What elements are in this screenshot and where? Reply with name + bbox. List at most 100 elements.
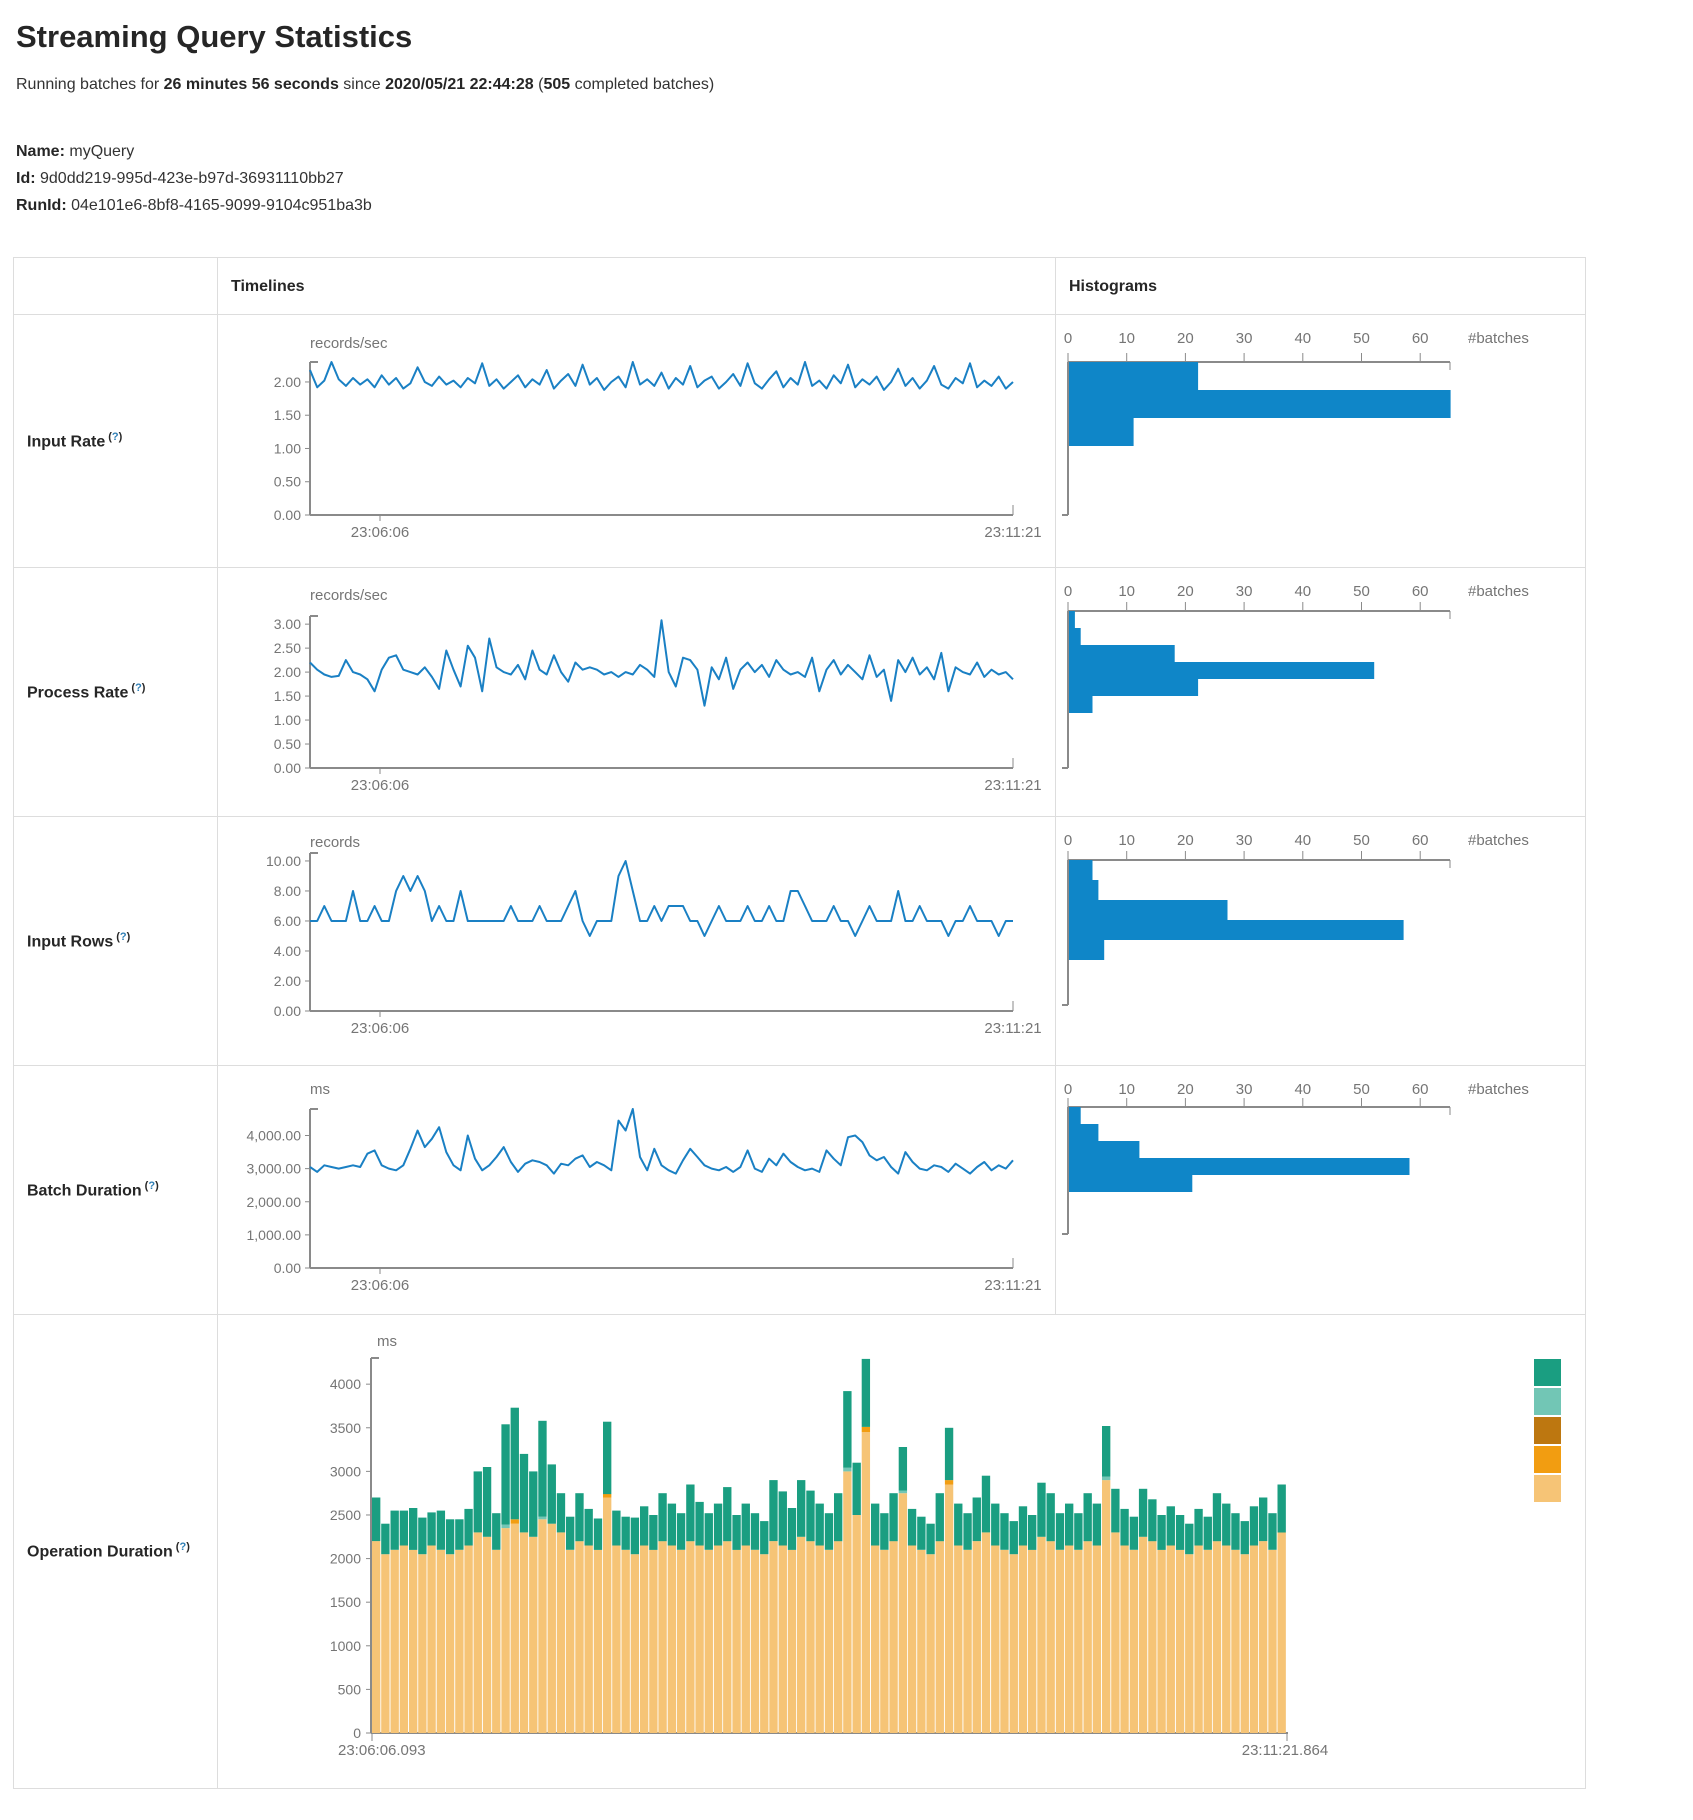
svg-text:2.00: 2.00 xyxy=(274,664,301,680)
svg-text:1.00: 1.00 xyxy=(274,712,301,728)
table-header-row: Timelines Histograms xyxy=(13,257,1586,316)
id-value: 9d0dd219-995d-423e-b97d-36931110bb27 xyxy=(40,170,344,188)
svg-text:23:06:06.093: 23:06:06.093 xyxy=(338,1742,426,1759)
svg-text:#batches: #batches xyxy=(1468,330,1529,347)
row-header-process-rate: Process Rate (?) xyxy=(13,567,218,818)
svg-text:3000: 3000 xyxy=(330,1464,361,1480)
row-label: Batch Duration xyxy=(27,1181,142,1199)
svg-text:3,000.00: 3,000.00 xyxy=(247,1161,302,1177)
row-label: Input Rows xyxy=(27,932,114,950)
svg-text:23:11:21: 23:11:21 xyxy=(984,777,1041,794)
operation-duration-stacked-chart: ms 0 500 1000 1500 2000 2500 3000 3500 4000 23:06:… xyxy=(330,1333,1561,1759)
svg-text:40: 40 xyxy=(1294,330,1311,347)
svg-text:23:06:06: 23:06:06 xyxy=(351,524,409,541)
input-rate-help[interactable]: (?) xyxy=(108,430,123,443)
empty-header-cell xyxy=(13,257,218,316)
svg-text:23:11:21.864: 23:11:21.864 xyxy=(1242,1742,1328,1759)
svg-text:23:11:21: 23:11:21 xyxy=(984,1020,1041,1037)
row-label: Input Rate xyxy=(27,432,106,450)
svg-text:0: 0 xyxy=(1064,330,1072,347)
query-metadata: Name: myQuery Id: 9d0dd219-995d-423e-b97… xyxy=(16,138,1693,219)
query-name-line: Name: myQuery xyxy=(16,138,1693,165)
process-rate-histogram-chart: 0 10 20 30 40 50 60 #batches xyxy=(1062,583,1529,770)
process-rate-help[interactable]: (?) xyxy=(131,681,146,694)
svg-text:#batches: #batches xyxy=(1468,832,1529,849)
batch-duration-timeline-chart: ms 0.00 1,000.00 2,000.00 3,000.00 4,000.00 23… xyxy=(247,1081,1042,1294)
svg-text:4,000.00: 4,000.00 xyxy=(247,1128,302,1144)
svg-text:#batches: #batches xyxy=(1468,1081,1529,1098)
svg-text:23:11:21: 23:11:21 xyxy=(984,524,1041,541)
svg-text:50: 50 xyxy=(1353,832,1370,849)
svg-text:1500: 1500 xyxy=(330,1594,361,1610)
input-rate-histogram-chart: 0 10 20 30 40 50 60 #batches xyxy=(1062,330,1529,517)
svg-text:ms: ms xyxy=(310,1081,330,1098)
input-rows-help[interactable]: (?) xyxy=(116,930,131,943)
svg-text:records: records xyxy=(310,834,360,851)
summary-prefix: Running batches for xyxy=(16,76,164,94)
statistics-table: Timelines Histograms Input Rate (?) recor… xyxy=(13,257,1586,1790)
svg-text:40: 40 xyxy=(1294,583,1311,600)
input-rate-timeline-chart: records/sec 0.00 0.50 1.00 1.50 2.00 23:06:06 2… xyxy=(274,335,1042,541)
svg-text:0: 0 xyxy=(1064,832,1072,849)
svg-text:30: 30 xyxy=(1236,330,1253,347)
batch-duration-help[interactable]: (?) xyxy=(144,1179,159,1192)
page-title: Streaming Query Statistics xyxy=(16,19,413,54)
svg-text:40: 40 xyxy=(1294,832,1311,849)
svg-text:0: 0 xyxy=(1064,1081,1072,1098)
svg-text:30: 30 xyxy=(1236,832,1253,849)
operation-duration-row: Operation Duration (?) ms 0 500 1000 1500 2000… xyxy=(13,1314,1586,1790)
start-timestamp: 2020/05/21 22:44:28 xyxy=(385,76,534,94)
svg-text:10: 10 xyxy=(1118,330,1135,347)
timelines-header: Timelines xyxy=(217,257,1056,316)
svg-text:0: 0 xyxy=(353,1725,361,1741)
svg-text:60: 60 xyxy=(1412,330,1429,347)
svg-text:1000: 1000 xyxy=(330,1638,361,1654)
id-label: Id: xyxy=(16,170,36,188)
svg-text:3500: 3500 xyxy=(330,1420,361,1436)
svg-text:4000: 4000 xyxy=(330,1376,361,1392)
svg-text:30: 30 xyxy=(1236,1081,1253,1098)
summary-paren: ( xyxy=(533,76,544,94)
histograms-header: Histograms xyxy=(1055,257,1586,316)
completed-batch-count: 505 xyxy=(543,76,571,94)
summary-suffix: completed batches) xyxy=(570,76,715,94)
runid-label: RunId: xyxy=(16,197,67,215)
svg-text:0.00: 0.00 xyxy=(274,760,301,776)
svg-text:20: 20 xyxy=(1177,583,1194,600)
svg-text:10: 10 xyxy=(1118,583,1135,600)
svg-text:1.00: 1.00 xyxy=(274,441,301,457)
svg-text:10.00: 10.00 xyxy=(266,853,301,869)
running-batches-summary: Running batches for 26 minutes 56 second… xyxy=(16,76,1693,94)
svg-text:50: 50 xyxy=(1353,330,1370,347)
process-rate-timeline-chart: records/sec 0.00 0.50 1.00 1.50 2.00 2.50 3.00 2… xyxy=(274,587,1042,794)
query-runid-line: RunId: 04e101e6-8bf8-4165-9099-9104c951b… xyxy=(16,192,1693,219)
svg-text:23:06:06: 23:06:06 xyxy=(351,1277,409,1294)
svg-text:2500: 2500 xyxy=(330,1507,361,1523)
svg-text:0.00: 0.00 xyxy=(274,1003,301,1019)
batch-duration-histogram-chart: 0 10 20 30 40 50 60 #batches xyxy=(1062,1081,1529,1236)
name-label: Name: xyxy=(16,143,65,161)
summary-mid: since xyxy=(338,76,386,94)
svg-text:50: 50 xyxy=(1353,583,1370,600)
svg-text:60: 60 xyxy=(1412,583,1429,600)
row-label: Process Rate xyxy=(27,683,129,701)
row-header-batch-duration: Batch Duration (?) xyxy=(13,1065,218,1316)
runid-value: 04e101e6-8bf8-4165-9099-9104c951ba3b xyxy=(71,197,372,215)
svg-text:40: 40 xyxy=(1294,1081,1311,1098)
svg-text:0.50: 0.50 xyxy=(274,474,301,490)
svg-text:0: 0 xyxy=(1064,583,1072,600)
svg-text:2000: 2000 xyxy=(330,1551,361,1567)
batch-duration-row: Batch Duration (?) ms 0.00 1,000.00 2,000.00… xyxy=(13,1065,1586,1316)
svg-text:3.00: 3.00 xyxy=(274,616,301,632)
row-header-input-rate: Input Rate (?) xyxy=(13,314,218,569)
svg-text:60: 60 xyxy=(1412,1081,1429,1098)
svg-text:1,000.00: 1,000.00 xyxy=(247,1227,302,1243)
svg-text:8.00: 8.00 xyxy=(274,883,301,899)
svg-text:2.50: 2.50 xyxy=(274,640,301,656)
svg-text:2.00: 2.00 xyxy=(274,374,301,390)
svg-text:6.00: 6.00 xyxy=(274,913,301,929)
operation-duration-help[interactable]: (?) xyxy=(175,1541,190,1554)
svg-text:1.50: 1.50 xyxy=(274,407,301,423)
svg-text:2.00: 2.00 xyxy=(274,973,301,989)
